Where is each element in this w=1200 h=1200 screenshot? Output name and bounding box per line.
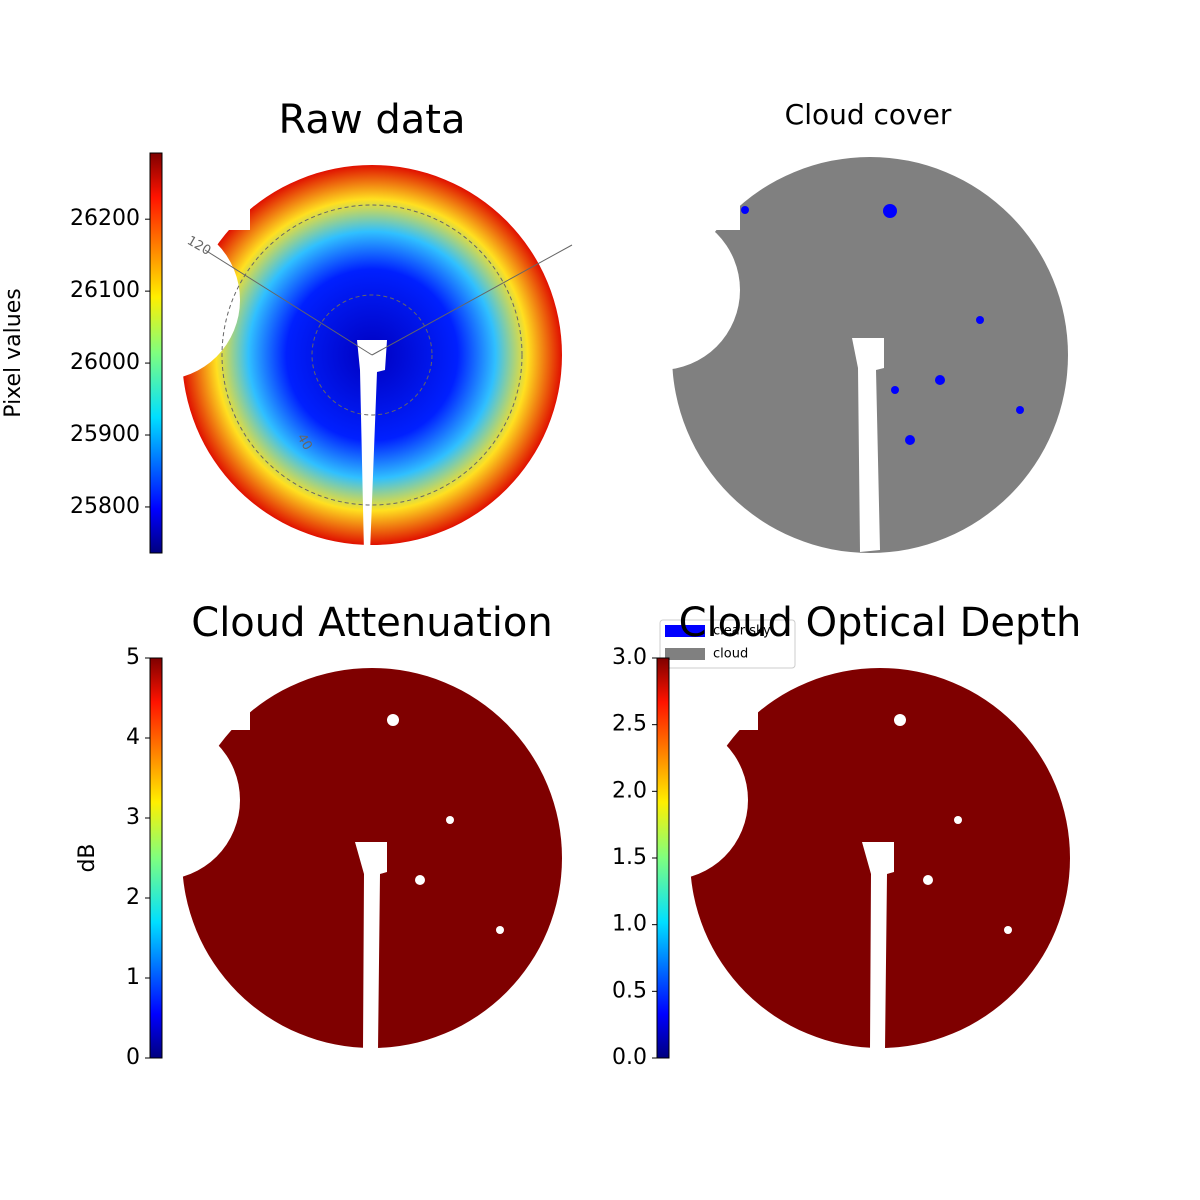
colorbar-tick-label: 25900 xyxy=(70,422,140,447)
colorbar-tick-label: 3.0 xyxy=(612,645,647,670)
panel-title: Raw data xyxy=(279,97,466,143)
colorbar-tick-label: 2.0 xyxy=(612,778,647,803)
colorbar-tick-label: 0 xyxy=(126,1045,140,1070)
colorbar-tick-label: 1 xyxy=(126,965,140,990)
polar-label: 40 xyxy=(294,431,315,453)
colorbar-tick-label: 26000 xyxy=(70,350,140,375)
colorbar xyxy=(149,152,163,554)
legend-swatch xyxy=(665,625,705,637)
colorbar-label: Pixel values xyxy=(1,288,26,417)
colorbar-tick-label: 4 xyxy=(126,725,140,750)
panel-title: Cloud Attenuation xyxy=(191,600,552,646)
legend-label: cloud xyxy=(713,647,748,662)
colorbar-tick-label: 26100 xyxy=(70,278,140,303)
optical-depth-image xyxy=(588,640,1070,1050)
colorbar xyxy=(656,657,670,1059)
legend-swatch xyxy=(665,648,705,660)
colorbar-tick-label: 3 xyxy=(126,805,140,830)
legend-label: clear sky xyxy=(713,624,771,639)
colorbar-label: dB xyxy=(75,843,100,872)
colorbar xyxy=(149,657,163,1059)
panel-title: Cloud Optical Depth xyxy=(679,600,1082,646)
colorbar-tick-label: 0.5 xyxy=(612,978,647,1003)
colorbar-tick-label: 26200 xyxy=(70,206,140,231)
attenuation-image xyxy=(80,640,562,1050)
raw-image xyxy=(80,140,573,553)
colorbar-tick-label: 1.0 xyxy=(612,912,647,937)
colorbar-tick-label: 2.5 xyxy=(612,712,647,737)
colorbar-tick-label: 2 xyxy=(126,885,140,910)
colorbar-tick-label: 25800 xyxy=(70,494,140,519)
cloud-cover-image xyxy=(580,140,1068,553)
panel-title: Cloud cover xyxy=(785,98,952,131)
colorbar-tick-label: 1.5 xyxy=(612,845,647,870)
colorbar-tick-label: 0.0 xyxy=(612,1045,647,1070)
colorbar-tick-label: 5 xyxy=(126,645,140,670)
